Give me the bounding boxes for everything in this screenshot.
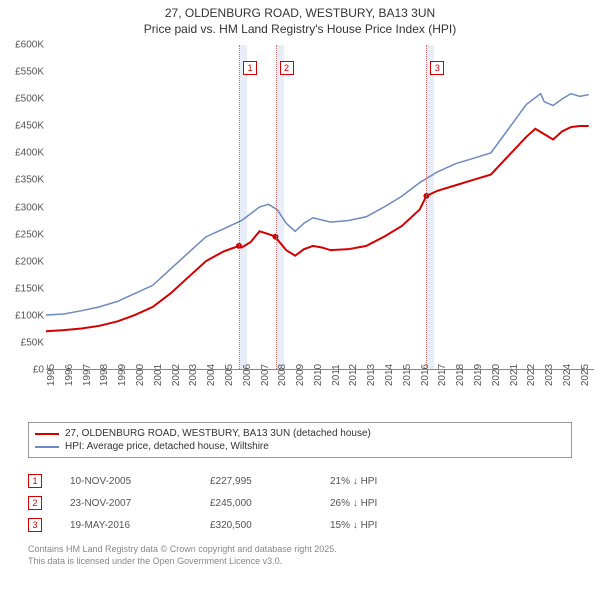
- x-tick-label: 2025: [580, 364, 591, 386]
- legend-swatch-icon: [35, 433, 59, 435]
- sale-marker-box: 2: [28, 496, 42, 510]
- y-tick-label: £400K: [15, 148, 44, 159]
- sale-price: £245,000: [210, 498, 330, 509]
- sale-date: 23-NOV-2007: [70, 498, 210, 509]
- sale-marker-line: [276, 45, 277, 369]
- sale-marker-line: [426, 45, 427, 369]
- sales-table-row: 2 23-NOV-2007£245,00026% ↓ HPI: [28, 492, 430, 514]
- x-tick-label: 2000: [135, 364, 146, 386]
- x-tick-label: 2020: [491, 364, 502, 386]
- sales-table: 1 10-NOV-2005£227,99521% ↓ HPI 2 23-NOV-200…: [28, 470, 430, 536]
- x-tick-label: 1999: [117, 364, 128, 386]
- legend-swatch-icon: [35, 446, 59, 448]
- y-tick-label: £550K: [15, 67, 44, 78]
- sale-hpi-diff: 21% ↓ HPI: [330, 476, 430, 487]
- sale-marker-box: 1: [243, 61, 257, 75]
- sale-marker-box: 3: [28, 518, 42, 532]
- legend-row: HPI: Average price, detached house, Wilt…: [35, 440, 565, 453]
- y-tick-label: £300K: [15, 202, 44, 213]
- line-series-svg: [46, 45, 594, 369]
- sales-table-row: 1 10-NOV-2005£227,99521% ↓ HPI: [28, 470, 430, 492]
- x-tick-label: 2015: [402, 364, 413, 386]
- x-tick-label: 2006: [242, 364, 253, 386]
- x-tick-label: 2014: [384, 364, 395, 386]
- sale-date: 19-MAY-2016: [70, 520, 210, 531]
- x-tick-label: 2004: [206, 364, 217, 386]
- sale-hpi-diff: 15% ↓ HPI: [330, 520, 430, 531]
- y-tick-label: £150K: [15, 283, 44, 294]
- plot-region: 1 2 3: [46, 45, 594, 370]
- sale-hpi-diff: 26% ↓ HPI: [330, 498, 430, 509]
- y-tick-label: £0: [33, 365, 44, 376]
- x-tick-label: 2012: [348, 364, 359, 386]
- x-tick-label: 2009: [295, 364, 306, 386]
- x-tick-label: 2010: [313, 364, 324, 386]
- x-tick-label: 1998: [99, 364, 110, 386]
- x-tick-label: 2018: [455, 364, 466, 386]
- x-tick-label: 1997: [82, 364, 93, 386]
- legend-label: HPI: Average price, detached house, Wilt…: [65, 441, 269, 452]
- x-tick-label: 2002: [171, 364, 182, 386]
- sale-marker-line: [239, 45, 240, 369]
- y-tick-label: £450K: [15, 121, 44, 132]
- x-tick-label: 2007: [260, 364, 271, 386]
- title-line-1: 27, OLDENBURG ROAD, WESTBURY, BA13 3UN: [0, 6, 600, 22]
- chart-title: 27, OLDENBURG ROAD, WESTBURY, BA13 3UN P…: [0, 0, 600, 37]
- series-line: [46, 126, 589, 331]
- y-tick-label: £250K: [15, 229, 44, 240]
- footer-line-2: This data is licensed under the Open Gov…: [28, 556, 337, 568]
- sale-marker-box: 1: [28, 474, 42, 488]
- x-tick-label: 2024: [562, 364, 573, 386]
- sales-table-row: 3 19-MAY-2016£320,50015% ↓ HPI: [28, 514, 430, 536]
- x-tick-label: 2005: [224, 364, 235, 386]
- series-line: [46, 94, 589, 315]
- x-tick-label: 2008: [277, 364, 288, 386]
- sale-price: £320,500: [210, 520, 330, 531]
- x-tick-label: 2023: [544, 364, 555, 386]
- legend: 27, OLDENBURG ROAD, WESTBURY, BA13 3UN (…: [28, 422, 572, 458]
- chart-area: 1 2 3 £0 £50K £100K £150K £200K £250K £300K £350K…: [0, 40, 600, 420]
- x-tick-label: 2017: [437, 364, 448, 386]
- x-tick-label: 2011: [331, 364, 342, 386]
- y-tick-label: £500K: [15, 94, 44, 105]
- x-tick-label: 2022: [526, 364, 537, 386]
- x-tick-label: 2021: [509, 364, 520, 386]
- x-tick-label: 1995: [46, 364, 57, 386]
- x-tick-label: 2016: [420, 364, 431, 386]
- y-tick-label: £50K: [21, 337, 44, 348]
- footer-line-1: Contains HM Land Registry data © Crown c…: [28, 544, 337, 556]
- y-tick-label: £600K: [15, 40, 44, 51]
- sale-price: £227,995: [210, 476, 330, 487]
- legend-label: 27, OLDENBURG ROAD, WESTBURY, BA13 3UN (…: [65, 428, 371, 439]
- y-tick-label: £200K: [15, 256, 44, 267]
- sale-marker-box: 3: [430, 61, 444, 75]
- y-tick-label: £100K: [15, 310, 44, 321]
- x-tick-label: 2019: [473, 364, 484, 386]
- x-tick-label: 2003: [188, 364, 199, 386]
- x-tick-label: 2013: [366, 364, 377, 386]
- title-line-2: Price paid vs. HM Land Registry's House …: [0, 22, 600, 38]
- x-tick-label: 1996: [64, 364, 75, 386]
- x-tick-label: 2001: [153, 364, 164, 386]
- legend-row: 27, OLDENBURG ROAD, WESTBURY, BA13 3UN (…: [35, 427, 565, 440]
- y-tick-label: £350K: [15, 175, 44, 186]
- sale-marker-box: 2: [280, 61, 294, 75]
- sale-date: 10-NOV-2005: [70, 476, 210, 487]
- footer-attribution: Contains HM Land Registry data © Crown c…: [28, 544, 337, 567]
